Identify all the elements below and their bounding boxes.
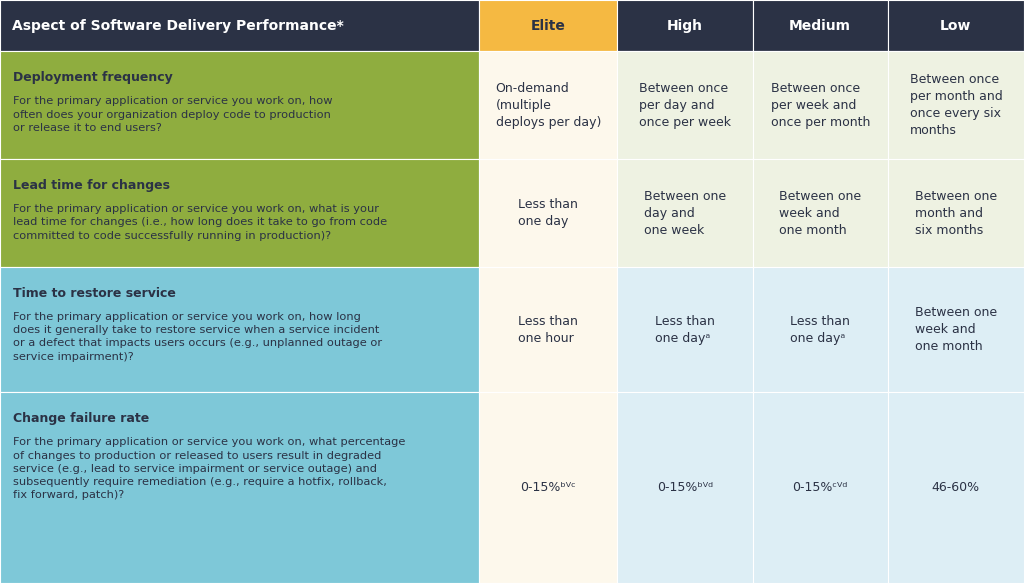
Text: Less than
one dayᵃ: Less than one dayᵃ	[655, 315, 715, 345]
Bar	[888, 0, 1024, 51]
Text: Between one
day and
one week: Between one day and one week	[644, 189, 726, 237]
Bar	[0, 392, 479, 583]
Bar	[479, 267, 617, 392]
Text: Lead time for changes: Lead time for changes	[13, 179, 170, 192]
Bar	[0, 267, 479, 392]
Bar	[0, 159, 479, 267]
Text: Between once
per month and
once every six
months: Between once per month and once every si…	[909, 73, 1002, 137]
Text: Elite: Elite	[530, 19, 566, 33]
Bar	[753, 51, 888, 159]
Text: For the primary application or service you work on, how long
does it generally t: For the primary application or service y…	[13, 312, 382, 361]
Text: Between once
per day and
once per week: Between once per day and once per week	[639, 82, 731, 129]
Bar	[479, 51, 617, 159]
Text: Medium: Medium	[790, 19, 851, 33]
Bar	[479, 0, 617, 51]
Text: Time to restore service: Time to restore service	[13, 287, 176, 300]
Bar	[753, 0, 888, 51]
Text: 0-15%ᵇⱽᵈ: 0-15%ᵇⱽᵈ	[657, 481, 713, 494]
Text: Less than
one dayᵃ: Less than one dayᵃ	[791, 315, 850, 345]
Bar	[753, 159, 888, 267]
Bar	[617, 267, 753, 392]
Bar	[0, 51, 479, 159]
Text: High: High	[667, 19, 703, 33]
Bar	[888, 159, 1024, 267]
Text: Change failure rate: Change failure rate	[13, 412, 150, 426]
Text: Low: Low	[940, 19, 972, 33]
Text: For the primary application or service you work on, what is your
lead time for c: For the primary application or service y…	[13, 204, 387, 241]
Bar	[479, 159, 617, 267]
Text: 0-15%ᵇⱽᶜ: 0-15%ᵇⱽᶜ	[520, 481, 577, 494]
Text: For the primary application or service you work on, what percentage
of changes t: For the primary application or service y…	[13, 437, 406, 500]
Text: Less than
one day: Less than one day	[518, 198, 579, 228]
Bar	[617, 159, 753, 267]
Bar	[617, 51, 753, 159]
Text: Between one
week and
one month: Between one week and one month	[779, 189, 861, 237]
Text: Between one
month and
six months: Between one month and six months	[914, 189, 997, 237]
Text: On-demand
(multiple
deploys per day): On-demand (multiple deploys per day)	[496, 82, 601, 129]
Bar	[753, 267, 888, 392]
Text: 0-15%ᶜⱽᵈ: 0-15%ᶜⱽᵈ	[793, 481, 848, 494]
Text: Between once
per week and
once per month: Between once per week and once per month	[770, 82, 870, 129]
Bar	[617, 0, 753, 51]
Bar	[888, 51, 1024, 159]
Bar	[617, 392, 753, 583]
Text: Deployment frequency: Deployment frequency	[13, 71, 173, 85]
Bar	[888, 392, 1024, 583]
Bar	[888, 267, 1024, 392]
Bar	[479, 392, 617, 583]
Text: 46-60%: 46-60%	[932, 481, 980, 494]
Bar	[0, 0, 479, 51]
Text: For the primary application or service you work on, how
often does your organiza: For the primary application or service y…	[13, 96, 333, 133]
Text: Aspect of Software Delivery Performance*: Aspect of Software Delivery Performance*	[12, 19, 344, 33]
Text: Between one
week and
one month: Between one week and one month	[914, 306, 997, 353]
Text: Less than
one hour: Less than one hour	[518, 315, 579, 345]
Bar	[753, 392, 888, 583]
